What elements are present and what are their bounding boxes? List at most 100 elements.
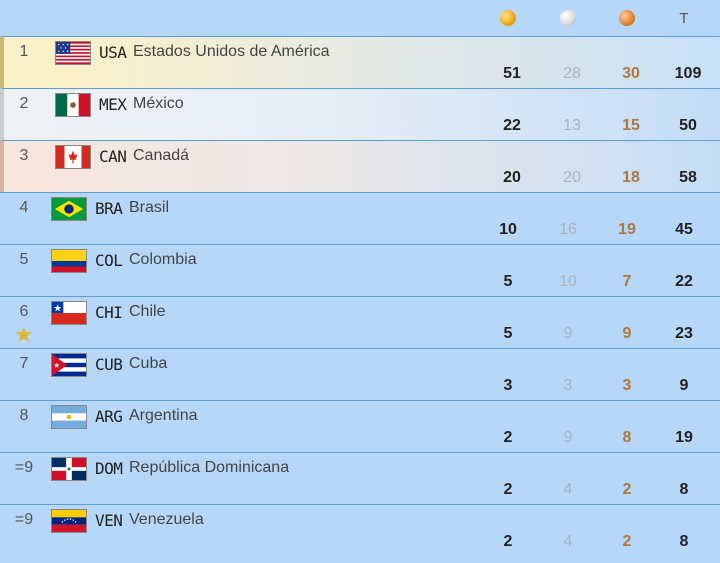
total-header[interactable]: T xyxy=(679,10,689,27)
argentina-flag-icon xyxy=(51,405,87,429)
rank: 7 xyxy=(19,355,29,372)
table-row[interactable]: =9 VEN Venezuela 2 4 2 8 xyxy=(0,504,720,556)
total-count: 45 xyxy=(675,221,693,238)
dominican-republic-flag-icon xyxy=(51,457,87,481)
bronze-header[interactable] xyxy=(607,10,647,30)
country-name: Estados Unidos de América xyxy=(133,43,330,60)
country-code: VEN xyxy=(95,511,123,530)
silver-count: 9 xyxy=(563,429,573,446)
rank: 3 xyxy=(19,147,29,164)
medal-table-header: T xyxy=(0,0,720,36)
silver-count: 28 xyxy=(563,65,581,82)
total-count: 58 xyxy=(679,169,697,186)
country-name: Canadá xyxy=(133,147,190,164)
rank: =9 xyxy=(14,511,34,528)
bronze-medal-icon xyxy=(619,10,635,26)
bronze-count: 19 xyxy=(618,221,636,238)
total-count: 8 xyxy=(679,533,689,550)
cuba-flag-icon xyxy=(51,353,87,377)
silver-count: 4 xyxy=(563,533,573,550)
silver-count: 3 xyxy=(563,377,573,394)
rank: 2 xyxy=(19,95,29,112)
country-code: BRA xyxy=(95,199,123,218)
table-row[interactable]: 6 ★ CHI Chile 5 9 9 23 xyxy=(0,296,720,348)
bronze-count: 30 xyxy=(622,65,640,82)
table-row[interactable]: 8 ARG Argentina 2 9 8 19 xyxy=(0,400,720,452)
chile-flag-icon xyxy=(51,301,87,325)
silver-count: 20 xyxy=(563,169,581,186)
country-code: USA xyxy=(99,43,127,62)
table-row[interactable]: 5 COL Colombia 5 10 7 22 xyxy=(0,244,720,296)
silver-count: 10 xyxy=(559,273,577,290)
table-row[interactable]: 3 CAN Canadá 20 20 18 58 xyxy=(0,140,720,192)
table-row[interactable]: 1 USA Estados Unidos de América 51 28 30… xyxy=(0,36,720,88)
silver-count: 4 xyxy=(563,481,573,498)
country-code: DOM xyxy=(95,459,123,478)
gold-count: 3 xyxy=(503,377,513,394)
rank: 6 xyxy=(19,303,29,320)
brazil-flag-icon xyxy=(51,197,87,221)
silver-count: 16 xyxy=(559,221,577,238)
gold-count: 2 xyxy=(503,429,513,446)
canada-flag-icon xyxy=(55,145,91,169)
table-row[interactable]: 4 BRA Brasil 10 16 19 45 xyxy=(0,192,720,244)
silver-count: 13 xyxy=(563,117,581,134)
mexico-flag-icon xyxy=(55,93,91,117)
country-name: Colombia xyxy=(129,251,197,268)
usa-flag-icon xyxy=(55,41,91,65)
total-count: 9 xyxy=(679,377,689,394)
country-name: Chile xyxy=(129,303,166,320)
gold-count: 20 xyxy=(503,169,521,186)
rank: 1 xyxy=(19,43,29,60)
silver-header[interactable] xyxy=(548,10,588,30)
rank: 5 xyxy=(19,251,29,268)
country-name: México xyxy=(133,95,184,112)
gold-count: 51 xyxy=(503,65,521,82)
total-count: 8 xyxy=(679,481,689,498)
bronze-count: 8 xyxy=(622,429,632,446)
total-count: 50 xyxy=(679,117,697,134)
gold-header[interactable] xyxy=(488,10,528,30)
country-code: COL xyxy=(95,251,123,270)
gold-count: 10 xyxy=(499,221,517,238)
table-row[interactable]: 2 MEX México 22 13 15 50 xyxy=(0,88,720,140)
country-code: CAN xyxy=(99,147,127,166)
gold-count: 2 xyxy=(503,533,513,550)
medal-table: 1 USA Estados Unidos de América 51 28 30… xyxy=(0,36,720,556)
country-code: MEX xyxy=(99,95,127,114)
country-name: Cuba xyxy=(129,355,168,372)
country-name: Venezuela xyxy=(129,511,204,528)
gold-count: 2 xyxy=(503,481,513,498)
bronze-count: 2 xyxy=(622,533,632,550)
country-name: Argentina xyxy=(129,407,198,424)
rank: 8 xyxy=(19,407,29,424)
bronze-count: 2 xyxy=(622,481,632,498)
bronze-count: 7 xyxy=(622,273,632,290)
star-icon: ★ xyxy=(14,322,34,347)
bronze-count: 18 xyxy=(622,169,640,186)
table-row[interactable]: =9 DOM República Dominicana 2 4 2 8 xyxy=(0,452,720,504)
colombia-flag-icon xyxy=(51,249,87,273)
gold-count: 5 xyxy=(503,273,513,290)
rank: 4 xyxy=(19,199,29,216)
bronze-count: 15 xyxy=(622,117,640,134)
country-code: CUB xyxy=(95,355,123,374)
silver-medal-icon xyxy=(560,10,576,26)
venezuela-flag-icon xyxy=(51,509,87,533)
gold-count: 5 xyxy=(503,325,513,342)
bronze-count: 9 xyxy=(622,325,632,342)
total-count: 19 xyxy=(675,429,693,446)
country-name: República Dominicana xyxy=(129,459,290,476)
table-row[interactable]: 7 CUB Cuba 3 3 3 9 xyxy=(0,348,720,400)
total-count: 109 xyxy=(674,65,702,82)
total-count: 23 xyxy=(675,325,693,342)
bronze-count: 3 xyxy=(622,377,632,394)
country-code: ARG xyxy=(95,407,123,426)
gold-medal-icon xyxy=(500,10,516,26)
rank: =9 xyxy=(14,459,34,476)
silver-count: 9 xyxy=(563,325,573,342)
gold-count: 22 xyxy=(503,117,521,134)
country-name: Brasil xyxy=(129,199,170,216)
total-count: 22 xyxy=(675,273,693,290)
country-code: CHI xyxy=(95,303,123,322)
